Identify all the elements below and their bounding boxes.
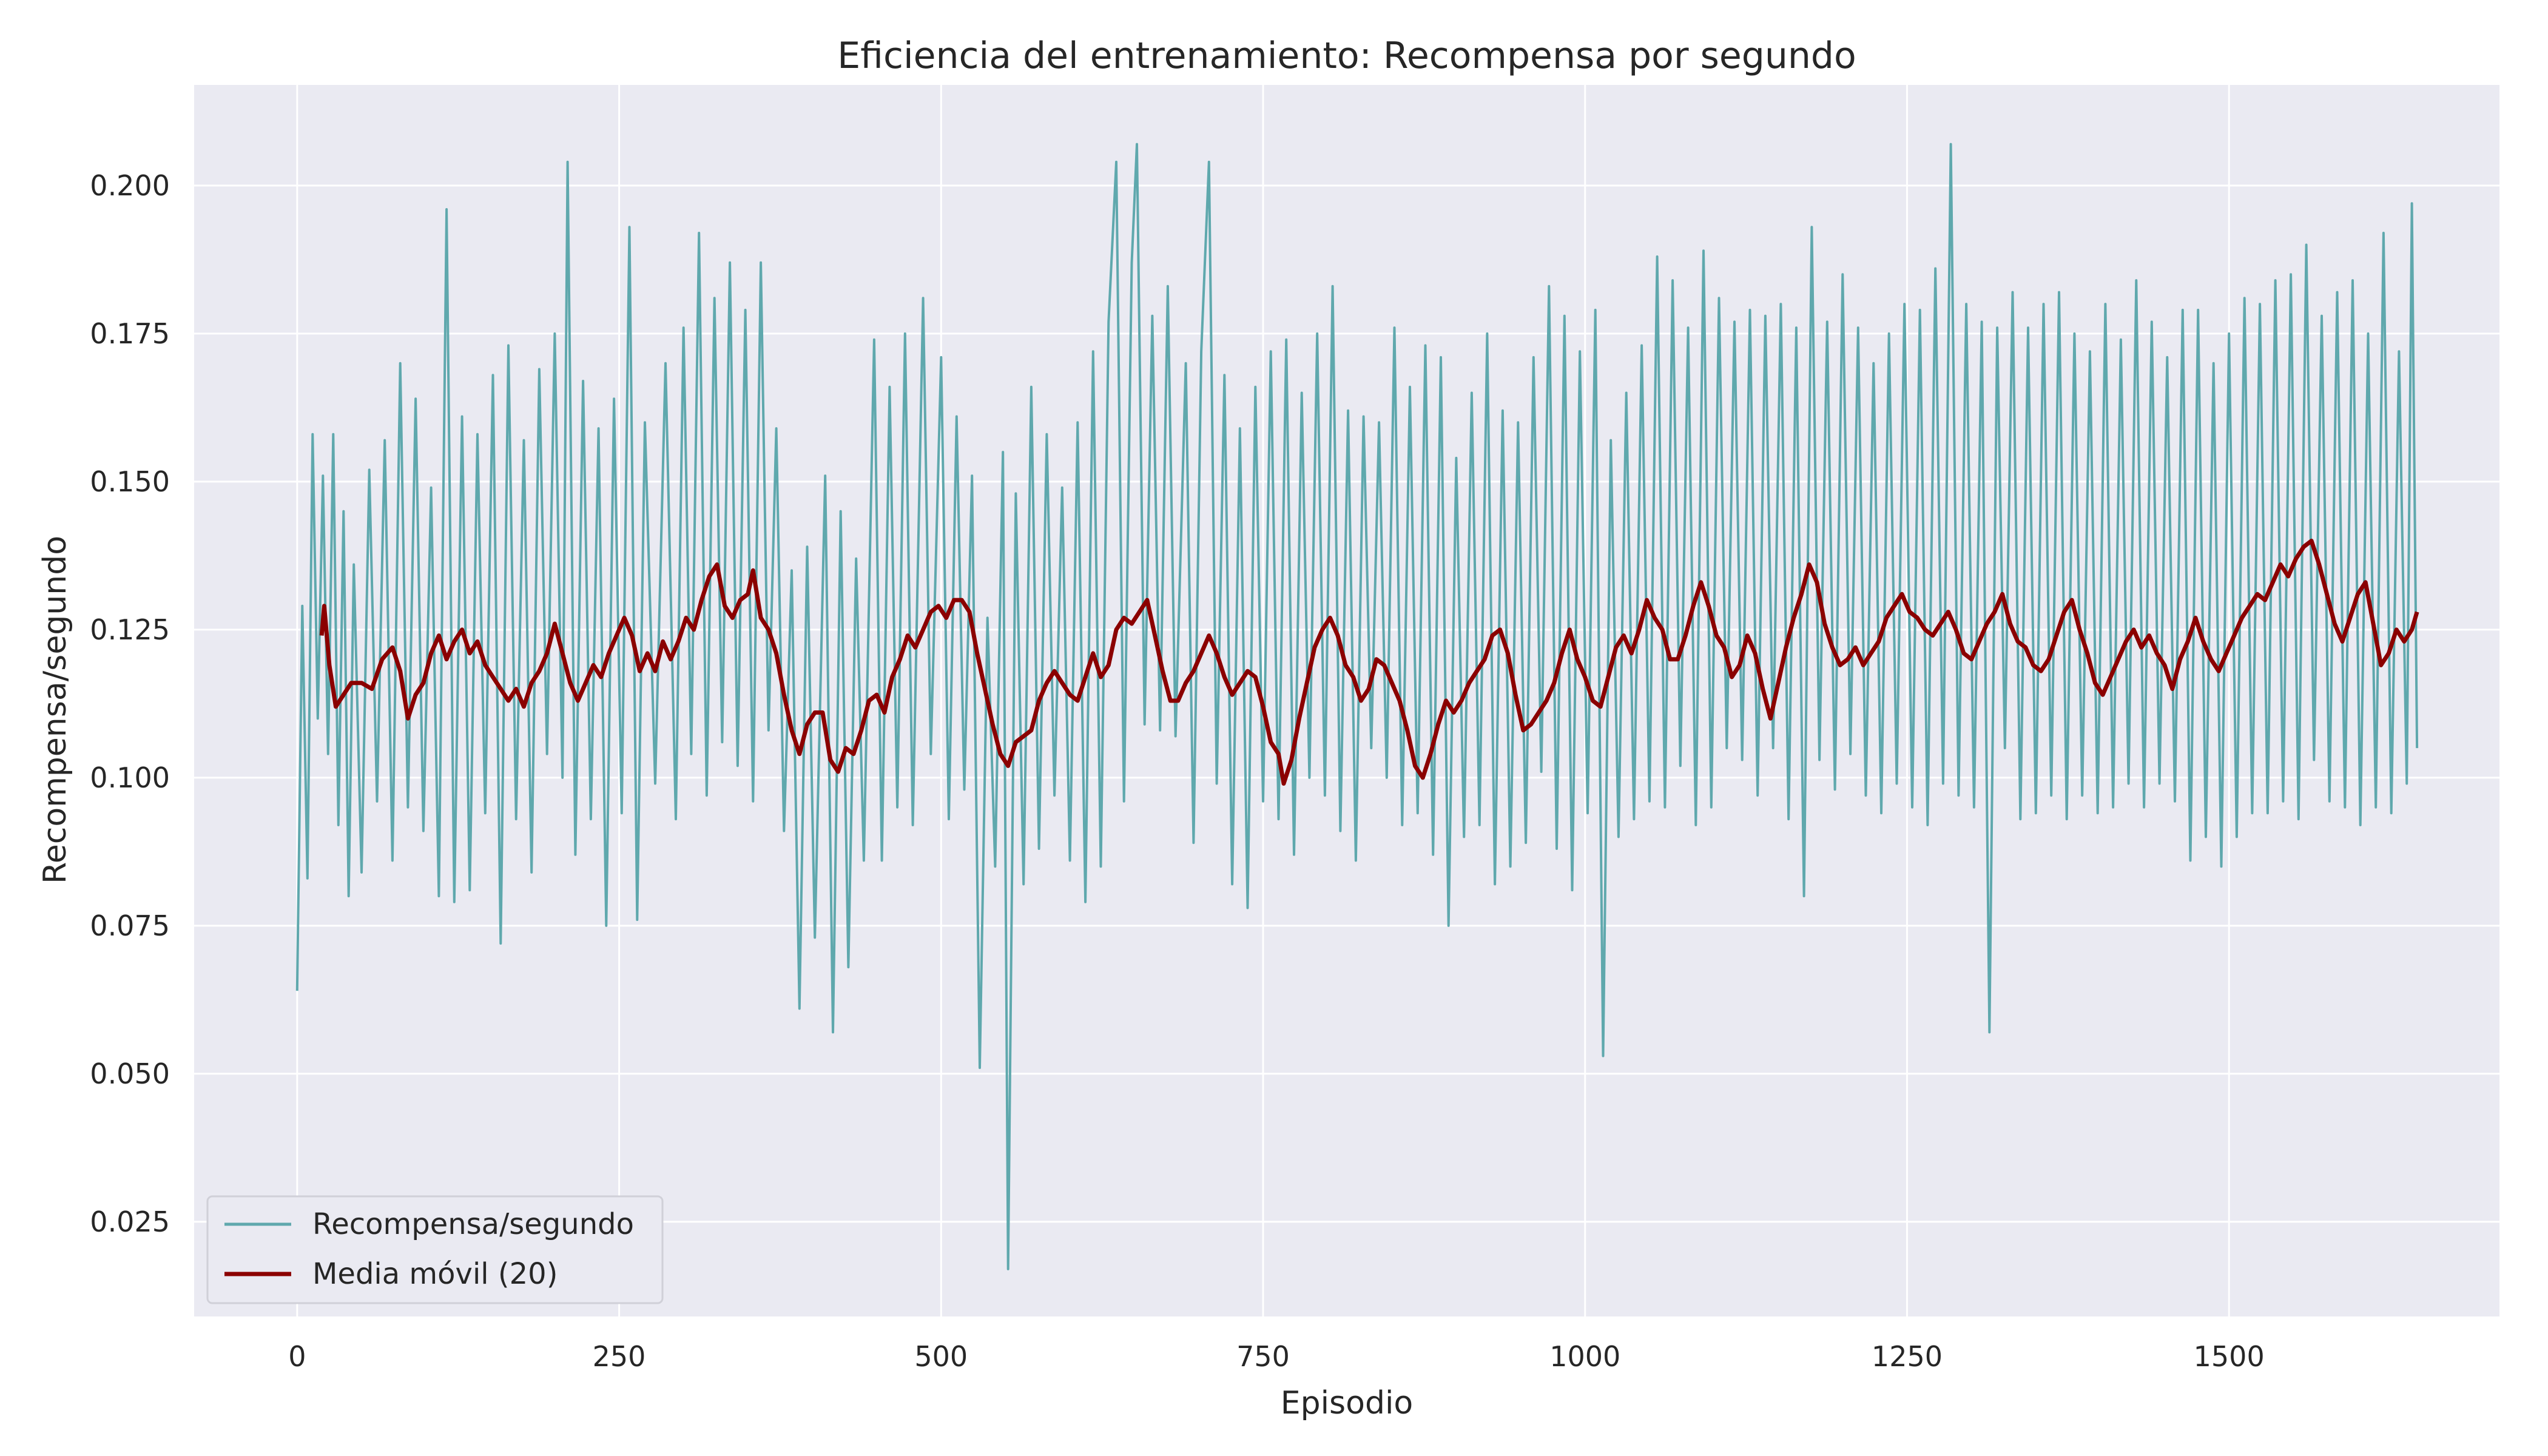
series-line-media-movil — [319, 539, 2419, 786]
x-axis-label: Episodio — [1281, 1385, 1414, 1421]
x-tick-label: 1250 — [1872, 1340, 1943, 1373]
legend: Recompensa/segundo Media móvil (20) — [206, 1195, 664, 1304]
x-tick-label: 500 — [914, 1340, 968, 1373]
series-layer — [295, 143, 2419, 1270]
y-tick-label: 0.200 — [90, 169, 170, 202]
x-tick-label: 1500 — [2194, 1340, 2265, 1373]
x-tick-label: 250 — [593, 1340, 646, 1373]
y-tick-labels: 0.025 0.050 0.075 0.100 0.125 0.150 0.175 0.200 — [90, 169, 170, 1238]
x-tick-label: 1000 — [1549, 1340, 1620, 1373]
y-tick-label: 0.025 — [90, 1205, 170, 1238]
x-tick-labels: 0 250 500 750 1000 1250 1500 — [288, 1340, 2265, 1373]
y-tick-label: 0.125 — [90, 613, 170, 646]
legend-label-recompensa: Recompensa/segundo — [312, 1207, 634, 1241]
y-tick-label: 0.075 — [90, 909, 170, 942]
y-tick-label: 0.175 — [90, 317, 170, 350]
y-axis-label: Recompensa/segundo — [37, 536, 73, 884]
legend-box — [206, 1195, 664, 1304]
y-tick-label: 0.050 — [90, 1057, 170, 1090]
x-tick-label: 750 — [1236, 1340, 1290, 1373]
series-line-recompensa — [295, 143, 2419, 1270]
y-tick-label: 0.100 — [90, 761, 170, 794]
y-tick-label: 0.150 — [90, 465, 170, 498]
x-tick-label: 0 — [288, 1340, 306, 1373]
legend-label-media-movil: Media móvil (20) — [312, 1257, 558, 1291]
plot-background — [194, 85, 2499, 1316]
chart-title: Eficiencia del entrenamiento: Recompensa… — [837, 35, 1856, 77]
